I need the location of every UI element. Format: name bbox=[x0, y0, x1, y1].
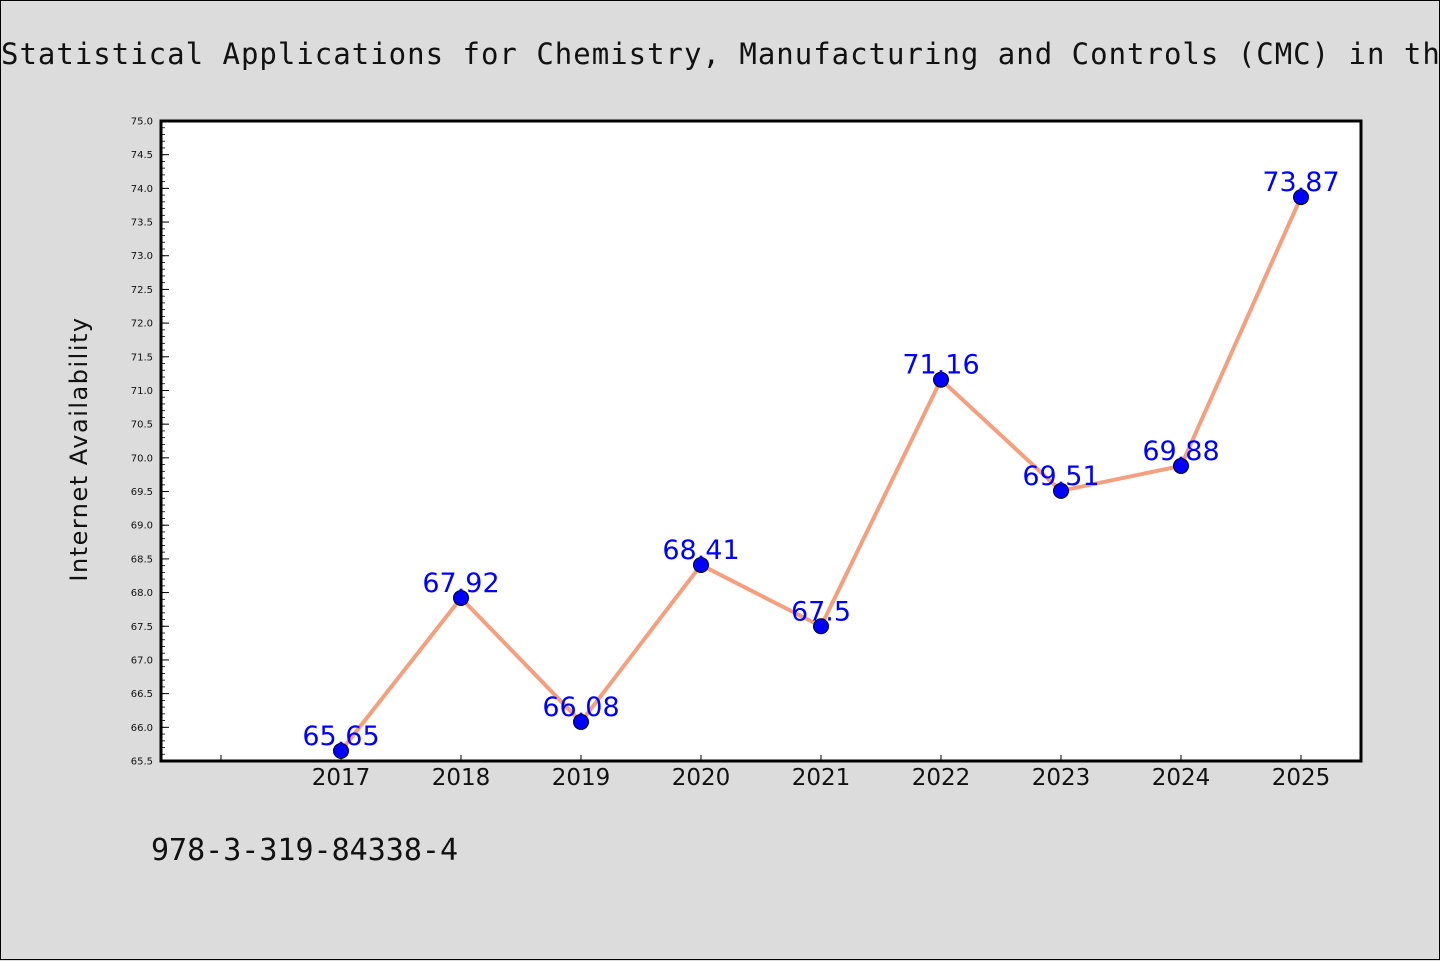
data-point-marker bbox=[1053, 482, 1069, 499]
data-point-marker bbox=[1173, 457, 1189, 474]
series-group: 65.65 67.92 66.08 68.41 67.5 71.16 69.51 69.88 7… bbox=[302, 167, 1340, 759]
chart-title: Statistical Applications for Chemistry, … bbox=[1, 37, 1440, 71]
y-tick-label: 67.0 bbox=[131, 655, 153, 666]
y-tick-label: 72.0 bbox=[131, 319, 153, 330]
y-tick-label: 66.5 bbox=[131, 689, 153, 700]
y-tick-label: 69.0 bbox=[131, 521, 153, 532]
y-tick-label: 71.0 bbox=[131, 386, 153, 397]
y-axis-label: Internet Availability bbox=[65, 316, 93, 581]
x-axis: 2017 2018 2019 2020 2021 2022 2023 2024 2025 bbox=[220, 755, 1331, 791]
x-tick-label: 2019 bbox=[552, 765, 611, 791]
data-point-marker bbox=[813, 618, 829, 635]
footnote-isbn: 978-3-319-84338-4 bbox=[151, 833, 459, 868]
data-label: 69.51 bbox=[1022, 461, 1099, 492]
y-tick-label: 75.0 bbox=[131, 117, 153, 128]
y-axis: 65.5 66.0 66.5 67.0 67.5 68.0 68.5 69.0 69.5 70.0… bbox=[131, 117, 169, 768]
data-label: 67.5 bbox=[791, 596, 851, 627]
y-tick-label: 67.5 bbox=[131, 622, 153, 633]
data-point-marker bbox=[933, 371, 949, 388]
x-tick-label: 2023 bbox=[1032, 765, 1091, 791]
y-tick-label: 70.5 bbox=[131, 420, 153, 431]
data-label: 68.41 bbox=[662, 535, 739, 566]
y-tick-label: 74.0 bbox=[131, 184, 153, 195]
y-tick-label: 68.0 bbox=[131, 588, 153, 599]
data-label: 73.87 bbox=[1262, 167, 1339, 198]
x-tick-label: 2024 bbox=[1152, 765, 1211, 791]
data-label: 67.92 bbox=[422, 568, 499, 599]
x-tick-label: 2021 bbox=[792, 765, 851, 791]
y-tick-label: 66.0 bbox=[131, 723, 153, 734]
data-label: 71.16 bbox=[902, 350, 979, 381]
x-tick-label: 2018 bbox=[432, 765, 491, 791]
y-tick-label: 73.5 bbox=[131, 218, 153, 229]
data-label: 65.65 bbox=[302, 721, 379, 752]
y-tick-label: 65.5 bbox=[131, 757, 153, 768]
y-tick-label: 68.5 bbox=[131, 554, 153, 565]
data-point-marker bbox=[1293, 189, 1309, 206]
y-tick-label: 74.5 bbox=[131, 150, 153, 161]
y-tick-label: 71.5 bbox=[131, 352, 153, 363]
data-point-marker bbox=[693, 556, 709, 573]
data-point-marker bbox=[573, 713, 589, 730]
plot-area bbox=[159, 119, 1363, 763]
data-point-marker bbox=[333, 742, 349, 759]
data-point-marker bbox=[453, 589, 469, 606]
y-tick-label: 73.0 bbox=[131, 251, 153, 262]
data-label: 66.08 bbox=[542, 692, 619, 723]
y-tick-label: 69.5 bbox=[131, 487, 153, 498]
y-tick-label: 70.0 bbox=[131, 453, 153, 464]
x-tick-label: 2020 bbox=[672, 765, 731, 791]
data-label: 69.88 bbox=[1142, 436, 1219, 467]
x-tick-label: 2022 bbox=[912, 765, 971, 791]
y-tick-label: 72.5 bbox=[131, 285, 153, 296]
x-tick-label: 2025 bbox=[1272, 765, 1331, 791]
x-tick-label: 2017 bbox=[312, 765, 371, 791]
